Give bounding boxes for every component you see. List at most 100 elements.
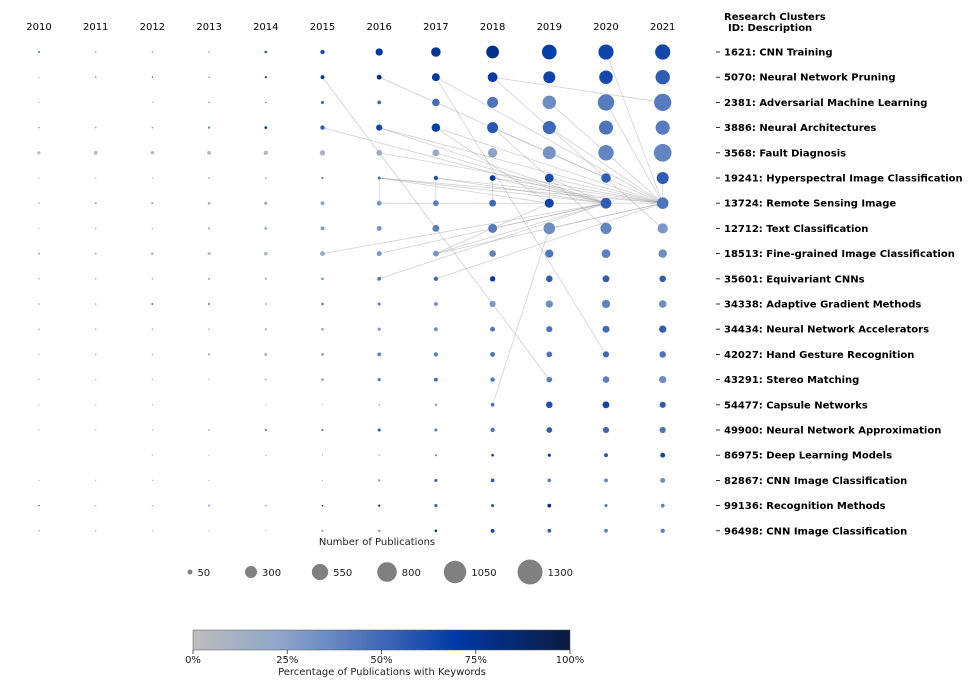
bubble bbox=[544, 198, 554, 208]
size-legend-label: 50 bbox=[197, 568, 210, 579]
bubble bbox=[38, 505, 40, 507]
bubble bbox=[431, 47, 441, 57]
bubble bbox=[541, 44, 557, 60]
bubble bbox=[320, 49, 325, 55]
colorbar-tick-label: 100% bbox=[556, 655, 585, 666]
cluster-label: 49900: Neural Network Approximation bbox=[724, 426, 941, 437]
bubble bbox=[265, 454, 267, 456]
bubble bbox=[434, 327, 438, 332]
cluster-label: 35601: Equivariant CNNs bbox=[724, 274, 865, 285]
bubble bbox=[94, 202, 97, 205]
bubble bbox=[660, 477, 666, 483]
bubble bbox=[655, 44, 671, 60]
bubble bbox=[265, 101, 267, 104]
bubble bbox=[377, 378, 381, 382]
bubble bbox=[208, 429, 210, 431]
bubble bbox=[544, 173, 554, 183]
bubble bbox=[38, 126, 40, 129]
size-legend-bubble bbox=[377, 562, 397, 582]
size-legend-label: 800 bbox=[402, 568, 421, 579]
bubble bbox=[433, 352, 439, 357]
bubble bbox=[264, 201, 268, 205]
bubble bbox=[487, 96, 499, 108]
bubble bbox=[151, 379, 153, 381]
bubble bbox=[321, 277, 324, 281]
bubble bbox=[151, 278, 154, 280]
cluster-link bbox=[605, 102, 664, 204]
year-label-2021: 2021 bbox=[650, 22, 675, 33]
bubble bbox=[208, 227, 211, 230]
bubble bbox=[208, 76, 210, 78]
bubble bbox=[488, 223, 498, 233]
cluster-link bbox=[492, 76, 663, 229]
bubble bbox=[543, 71, 556, 84]
bubble bbox=[207, 150, 212, 155]
bubble bbox=[151, 479, 153, 481]
bubble bbox=[657, 223, 668, 234]
bubble bbox=[490, 377, 495, 382]
bubble bbox=[659, 375, 667, 384]
bubble bbox=[660, 528, 665, 533]
size-legend: Number of Publications 50 300 550 800 1050 13… bbox=[187, 537, 573, 585]
bubble bbox=[431, 73, 440, 82]
bubble bbox=[37, 252, 41, 255]
cluster-label: 12712: Text Classification bbox=[724, 224, 868, 235]
bubble bbox=[489, 300, 496, 308]
year-label-2020: 2020 bbox=[593, 22, 618, 33]
year-label-2011: 2011 bbox=[83, 22, 108, 33]
cluster-link bbox=[492, 228, 550, 405]
bubble bbox=[489, 175, 496, 181]
bubble bbox=[265, 177, 267, 179]
cluster-link bbox=[435, 76, 607, 355]
bubble bbox=[38, 76, 40, 78]
bubble bbox=[320, 226, 325, 231]
bubble bbox=[321, 428, 324, 432]
bubble bbox=[546, 351, 553, 358]
bubble bbox=[264, 76, 267, 79]
cluster-link bbox=[379, 177, 550, 204]
bubble bbox=[490, 326, 496, 332]
bubble bbox=[94, 227, 97, 230]
bubble bbox=[376, 251, 382, 257]
colorbar-tick-label: 50% bbox=[370, 655, 392, 666]
bubble bbox=[658, 249, 667, 258]
bubble bbox=[601, 173, 611, 183]
bubble bbox=[95, 379, 97, 381]
bubble bbox=[604, 504, 608, 508]
size-legend-label: 1300 bbox=[548, 568, 573, 579]
bubble bbox=[604, 478, 608, 483]
year-label-2012: 2012 bbox=[140, 22, 165, 33]
bubble bbox=[38, 379, 40, 381]
bubble bbox=[320, 100, 325, 104]
bubble bbox=[542, 121, 556, 135]
bubble bbox=[490, 478, 495, 483]
cluster-link bbox=[435, 127, 663, 204]
bubble bbox=[659, 426, 666, 434]
bubble bbox=[95, 177, 97, 179]
bubble bbox=[654, 93, 672, 112]
bubble bbox=[655, 120, 670, 135]
cluster-label: 1621: CNN Training bbox=[724, 48, 833, 59]
bubble bbox=[208, 530, 210, 532]
bubble bbox=[489, 276, 496, 282]
legend-header-subtitle: ID: Description bbox=[728, 23, 812, 34]
bubble bbox=[599, 70, 613, 84]
cluster-link bbox=[322, 127, 607, 204]
bubble bbox=[602, 426, 610, 434]
bubble bbox=[490, 528, 495, 533]
bubble bbox=[151, 328, 154, 330]
bubble bbox=[490, 427, 495, 433]
bubble bbox=[376, 149, 383, 156]
bubble bbox=[434, 428, 438, 432]
size-legend-title: Number of Publications bbox=[319, 537, 435, 548]
colorbar: Percentage of Publications with Keywords… bbox=[185, 629, 585, 678]
year-axis: 2010 2011 2012 2013 2014 2015 2016 2017 2018 2019… bbox=[26, 22, 675, 33]
bubble bbox=[489, 250, 496, 257]
colorbar-gradient bbox=[192, 629, 571, 651]
bubble bbox=[208, 101, 210, 104]
cluster-label: 43291: Stereo Matching bbox=[724, 375, 859, 386]
bubble bbox=[208, 51, 210, 53]
cluster-link bbox=[379, 177, 663, 204]
bubble bbox=[377, 352, 382, 357]
bubble bbox=[546, 427, 553, 433]
